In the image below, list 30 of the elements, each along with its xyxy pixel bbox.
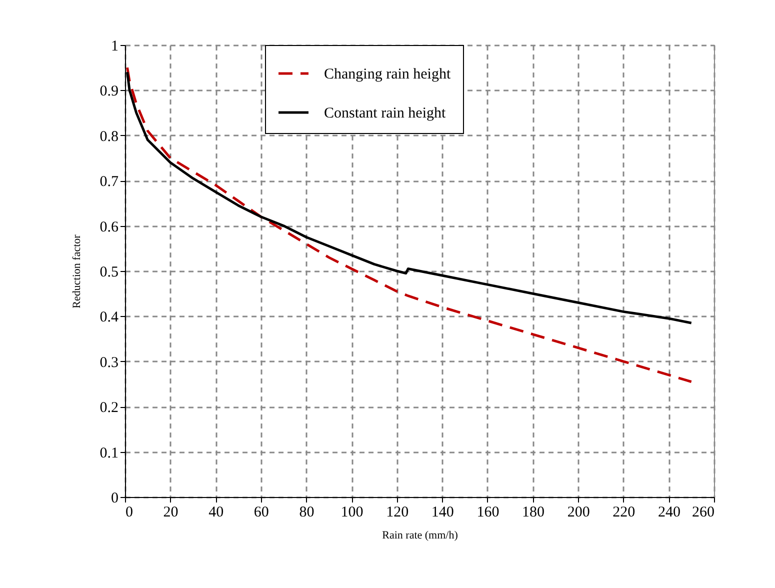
y-axis-title: Reduction factor: [70, 234, 83, 308]
y-tick-label: 0.7: [100, 174, 119, 190]
x-axis-title: Rain rate (mm/h): [382, 530, 458, 542]
x-tick-label: 240: [658, 504, 680, 520]
legend-label: Constant rain height: [324, 106, 446, 122]
x-tick-label: 60: [254, 504, 269, 520]
y-tick-label: 0.6: [100, 219, 119, 236]
x-tick-label: 40: [208, 504, 224, 520]
x-tick-label: 260: [692, 504, 714, 520]
x-tick-label: 120: [386, 504, 409, 520]
y-tick-label: 0.2: [100, 400, 118, 416]
x-tick-label: 160: [476, 504, 500, 520]
y-tick-label: 1: [111, 38, 118, 54]
x-tick-label: 20: [163, 504, 178, 520]
x-tick-label: 220: [612, 504, 636, 520]
x-tick-label: 80: [299, 504, 314, 520]
x-tick-label: 180: [522, 504, 545, 520]
x-tick-label: 200: [567, 504, 590, 520]
y-tick-label: 0.1: [100, 445, 118, 462]
legend-label: Changing rain height: [324, 66, 452, 82]
y-tick-label: 0.8: [100, 128, 118, 145]
y-tick-label: 0: [111, 490, 118, 506]
y-tick-label: 0.9: [100, 84, 118, 100]
x-tick-label: 140: [431, 504, 454, 520]
y-tick-label: 0.4: [100, 310, 119, 326]
y-tick-label: 0.5: [100, 264, 118, 280]
x-tick-label: 0: [126, 504, 133, 520]
y-tick-label: 0.3: [100, 354, 118, 371]
line-series: [126, 66, 693, 383]
x-tick-label: 100: [340, 504, 364, 520]
